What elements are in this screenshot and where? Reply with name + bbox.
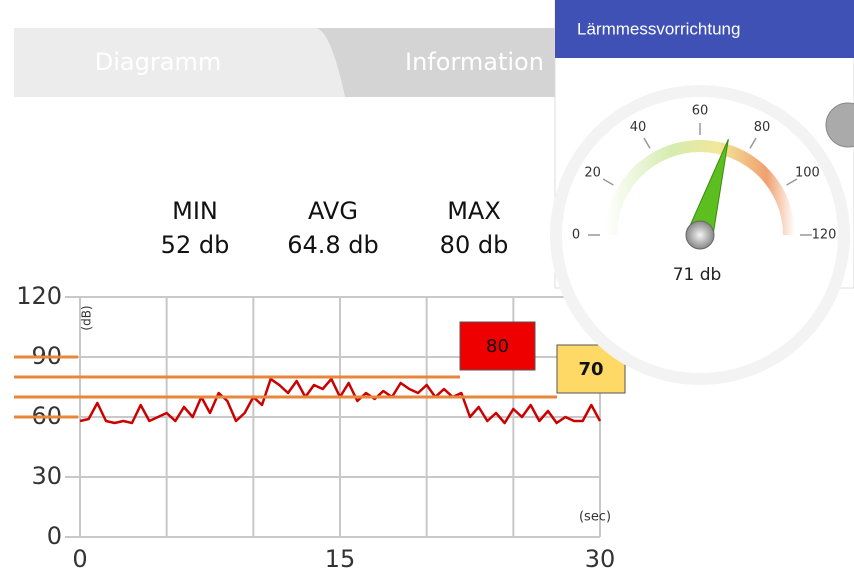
gauge-value: 71 db [673,265,722,285]
threshold-label: 80 [486,336,509,357]
tab-label[interactable]: Information [405,48,544,76]
y-axis-label: (dB) [80,305,94,330]
stat-value: 80 db [440,231,509,259]
gauge-tick-label: 80 [754,120,771,135]
gauge-tick-label: 100 [795,166,820,181]
y-tick-label: 30 [31,462,62,490]
tab-label[interactable]: Diagramm [95,48,221,76]
gauge-tick-label: 0 [572,228,580,243]
stat-label: AVG [308,197,358,225]
threshold-label: 70 [578,359,603,380]
stat-label: MAX [447,197,501,225]
stats: MIN 52 db AVG 64.8 db MAX 80 db [161,197,509,259]
stat-label: MIN [172,197,218,225]
y-tick-label: 120 [16,282,62,310]
gauge-tick-label: 20 [584,166,601,181]
gauge-tick-label: 60 [692,104,709,119]
x-axis-label: (sec) [579,510,611,525]
gauge-tick-label: 40 [630,120,647,135]
x-tick-label: 15 [325,545,356,573]
stat-value: 52 db [161,231,230,259]
popup-title: Lärmmessvorrichtung [577,19,740,38]
x-tick-label: 30 [585,545,616,573]
tab-bar: Diagramm Information [14,28,555,97]
gauge-tick-label: 120 [812,228,837,243]
popup: Lärmmessvorrichtung 71 db 0 20 40 60 80 100 12… [550,0,854,385]
screen: Diagramm Information MIN 52 db AVG 64.8 … [0,0,854,576]
gauge-knob [686,221,714,249]
y-tick-label: 0 [47,522,62,550]
x-tick-label: 0 [72,545,87,573]
stat-value: 64.8 db [287,231,379,259]
